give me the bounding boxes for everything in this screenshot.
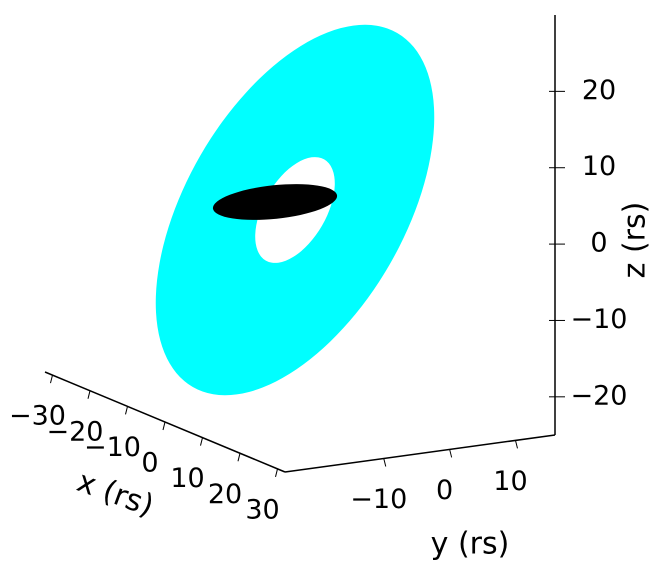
y-tick-label: 10 — [493, 466, 527, 497]
x-tick — [276, 469, 278, 477]
y-tick — [384, 458, 386, 466]
x-tick-label: 20 — [208, 479, 242, 510]
x-tick — [51, 375, 53, 383]
z-tick-label: −10 — [571, 304, 628, 335]
chart: x (rs) y (rs) z (rs) −30−20−100102030−10… — [0, 0, 656, 577]
y-tick-label: 0 — [436, 475, 453, 506]
x-tick — [88, 391, 90, 399]
x-tick-label: 0 — [141, 448, 158, 479]
y-tick — [515, 440, 517, 448]
x-tick — [126, 406, 128, 414]
y-tick-label: −10 — [350, 484, 407, 515]
y-tick — [450, 449, 452, 457]
x-tick — [201, 438, 203, 446]
x-tick-label: 10 — [170, 463, 204, 494]
y-axis-label: y (rs) — [431, 527, 510, 562]
page: {"chart_data": {"type": "3d", "xlabel": … — [0, 0, 656, 581]
x-tick — [163, 422, 165, 430]
z-tick-label: 10 — [582, 151, 616, 182]
z-tick-label: 20 — [582, 75, 616, 106]
x-tick — [238, 453, 240, 461]
z-tick-label: −20 — [571, 380, 628, 411]
x-tick-label: −10 — [84, 432, 141, 463]
z-axis-label: z (rs) — [618, 202, 653, 279]
x-tick-label: 30 — [245, 494, 279, 525]
z-tick-label: 0 — [590, 228, 607, 259]
